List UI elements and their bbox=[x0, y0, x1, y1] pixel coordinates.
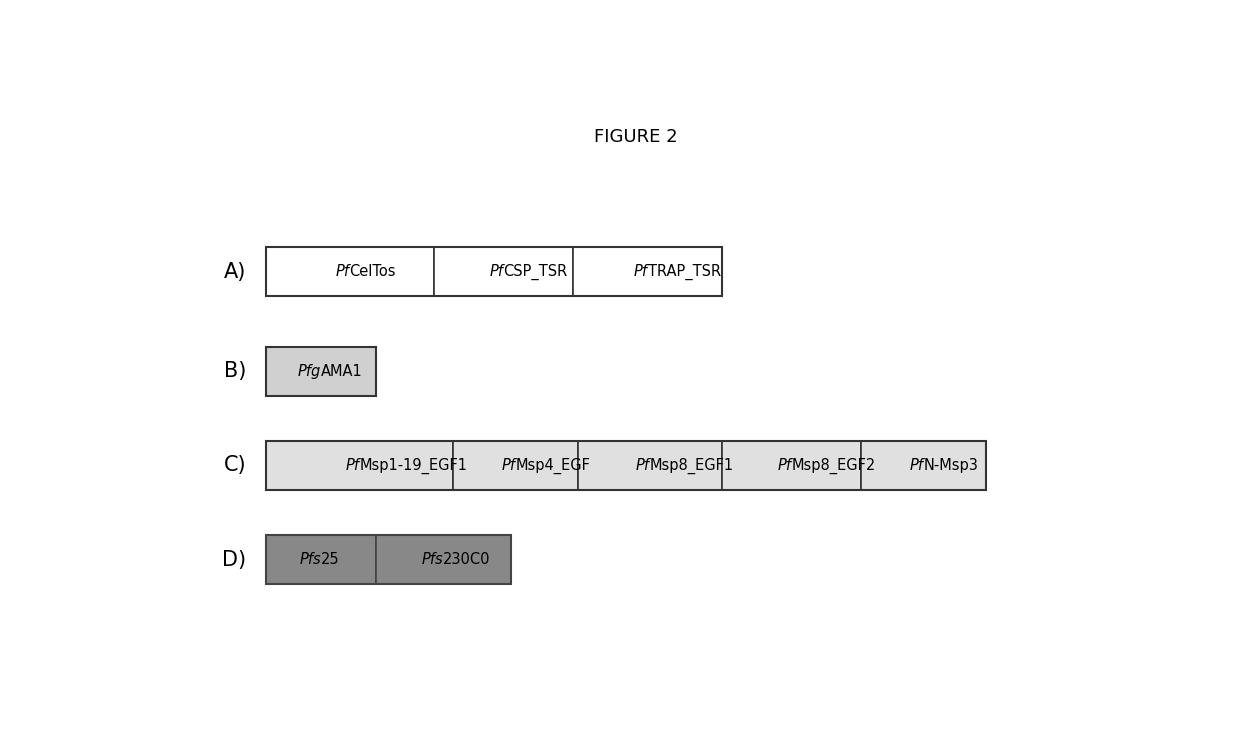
Bar bbox=[376, 536, 511, 584]
Text: D): D) bbox=[222, 550, 247, 570]
Text: Pf: Pf bbox=[910, 458, 924, 473]
Text: Pf: Pf bbox=[490, 264, 503, 279]
Text: Pf: Pf bbox=[501, 458, 516, 473]
Text: Pf: Pf bbox=[634, 264, 647, 279]
Text: Msp4_EGF: Msp4_EGF bbox=[516, 457, 590, 473]
Text: Pf: Pf bbox=[777, 458, 791, 473]
Text: CelTos: CelTos bbox=[350, 264, 396, 279]
Text: B): B) bbox=[224, 362, 247, 382]
Text: FIGURE 2: FIGURE 2 bbox=[594, 128, 677, 147]
Bar bbox=[722, 441, 862, 490]
Text: C): C) bbox=[223, 456, 247, 476]
Bar bbox=[573, 247, 722, 296]
Bar bbox=[265, 247, 722, 296]
Text: N-Msp3: N-Msp3 bbox=[924, 458, 978, 473]
Bar bbox=[265, 536, 376, 584]
Text: 230C0: 230C0 bbox=[444, 552, 491, 567]
Text: Pf: Pf bbox=[336, 264, 350, 279]
Text: Pfg: Pfg bbox=[298, 364, 321, 379]
Bar bbox=[265, 247, 434, 296]
Text: AMA1: AMA1 bbox=[321, 364, 362, 379]
Bar bbox=[862, 441, 986, 490]
Text: 25: 25 bbox=[321, 552, 340, 567]
Bar bbox=[265, 441, 453, 490]
Text: Pf: Pf bbox=[636, 458, 650, 473]
Bar bbox=[434, 247, 573, 296]
Bar bbox=[265, 441, 986, 490]
Text: Pf: Pf bbox=[345, 458, 360, 473]
Bar bbox=[453, 441, 578, 490]
Text: TRAP_TSR: TRAP_TSR bbox=[647, 263, 720, 279]
Text: Pfs: Pfs bbox=[422, 552, 444, 567]
Text: Msp1-19_EGF1: Msp1-19_EGF1 bbox=[360, 457, 467, 473]
Text: Msp8_EGF2: Msp8_EGF2 bbox=[791, 457, 875, 473]
Bar bbox=[265, 347, 376, 396]
Text: A): A) bbox=[224, 262, 247, 282]
Bar bbox=[578, 441, 722, 490]
Text: Msp8_EGF1: Msp8_EGF1 bbox=[650, 457, 734, 473]
Bar bbox=[265, 347, 376, 396]
Text: CSP_TSR: CSP_TSR bbox=[503, 263, 568, 279]
Bar bbox=[265, 536, 511, 584]
Text: Pfs: Pfs bbox=[299, 552, 321, 567]
